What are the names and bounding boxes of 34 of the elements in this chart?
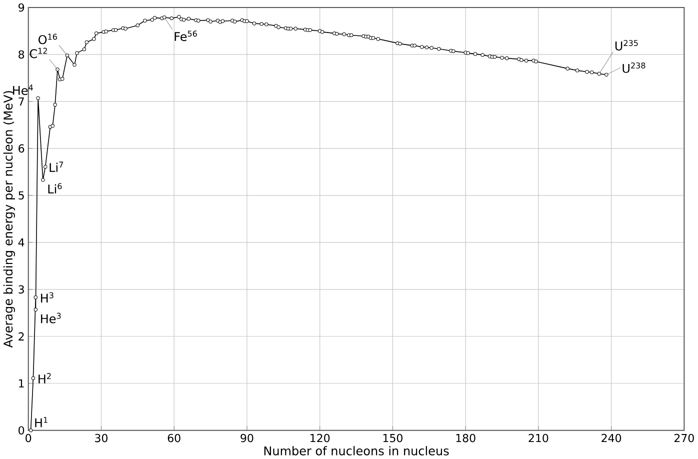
y-tick-label: 2 [18,332,24,341]
x-tick-label: 30 [95,434,108,442]
annotation: C$^{12}$ [30,48,47,58]
x-tick-label: 240 [602,434,622,442]
annotation: H$^{3}$ [41,292,54,303]
x-tick-label: 60 [168,434,180,442]
x-tick-label: 210 [528,434,548,442]
y-tick-label: 5 [18,191,24,200]
annotation: He$^{4}$ [13,84,33,96]
y-tick-label: 7 [18,98,24,106]
y-tick-label: 9 [18,3,24,12]
y-tick-label: 8 [18,50,24,59]
annotation: U$^{238}$ [622,62,646,74]
y-tick-label: 4 [18,238,24,247]
x-tick-label: 270 [674,434,694,442]
annotation: O$^{16}$ [38,34,57,44]
annotation: U$^{235}$ [615,40,638,51]
x-tick-label: 150 [383,434,402,442]
y-tick-label: 1 [19,380,24,388]
annotation: Fe$^{56}$ [174,30,197,42]
x-axis-title: Number of nucleons in nucleus [264,446,449,456]
annotation: He$^{3}$ [41,312,61,324]
y-axis-title: Average binding energy per nucleon (MeV) [3,91,15,348]
annotation: Li$^{7}$ [50,162,63,172]
x-tick-label: 90 [240,434,254,442]
y-tick-label: 0 [18,426,24,435]
annotation: H$^{1}$ [35,417,48,428]
y-tick-label: 3 [18,285,24,294]
annotation: Li$^{6}$ [48,183,62,194]
x-tick-label: 0 [26,434,32,442]
annotation: H$^{2}$ [38,373,51,384]
x-tick-label: 120 [310,434,330,442]
x-tick-label: 180 [456,434,476,442]
y-tick-label: 6 [18,144,24,153]
